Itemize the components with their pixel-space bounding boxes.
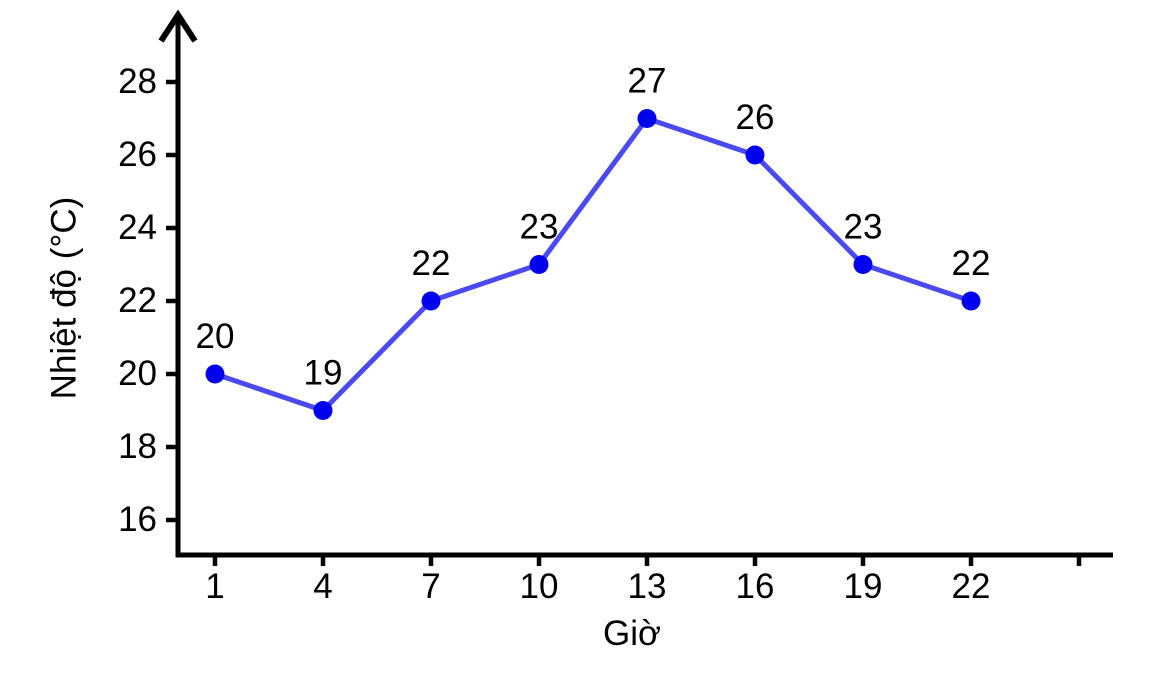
data-point-marker [853,255,873,274]
x-tick-label: 1 [205,567,224,606]
x-tick-label: 22 [952,567,991,606]
x-axis-title: Giờ [603,614,661,653]
data-point-label: 22 [412,244,451,283]
x-tick-label: 10 [520,567,559,606]
x-tick-label: 7 [421,567,440,606]
data-point-marker [313,401,333,420]
temperature-series-line [212,116,974,413]
y-tick-label: 26 [118,135,157,174]
x-tick-label: 19 [844,567,883,606]
data-point-label: 19 [304,354,343,393]
data-point-label: 20 [196,317,235,356]
y-tick-label: 22 [118,281,157,320]
y-axis-title: Nhiệt độ (°C) [44,196,84,400]
y-tick-label: 16 [118,500,157,539]
data-point-marker [205,364,225,384]
data-point-label: 23 [520,208,559,247]
y-tick-label: 20 [118,354,157,393]
data-point-marker [961,291,981,311]
data-point-label: 23 [844,208,883,247]
data-point-marker [529,255,549,274]
data-point-label: 22 [952,244,991,283]
y-tick-label: 28 [118,62,157,101]
data-point-label: 27 [628,62,667,101]
x-tick-label: 16 [736,567,775,606]
y-tick-label: 18 [118,427,157,466]
data-point-marker [745,145,765,165]
y-tick-label: 24 [118,208,157,247]
y-axis-arrow-icon [158,9,198,43]
data-point-label: 26 [736,98,775,137]
data-point-marker [421,291,441,311]
x-tick-label: 4 [313,567,332,606]
data-point-marker [637,109,657,128]
x-tick-label: 13 [628,567,667,606]
